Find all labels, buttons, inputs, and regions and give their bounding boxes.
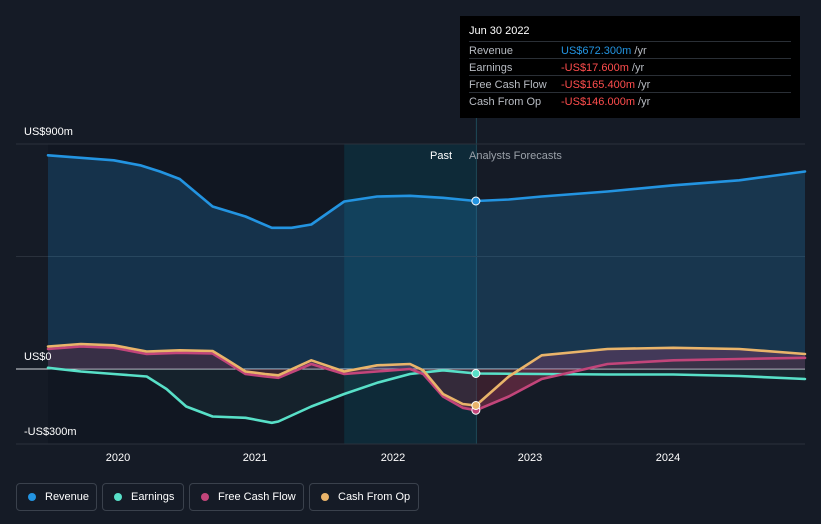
legend-label: Cash From Op	[338, 491, 411, 503]
tooltip-row-earnings: Earnings -US$17.600m /yr	[469, 58, 791, 76]
legend-revenue[interactable]: Revenue	[16, 483, 97, 511]
tooltip-label: Cash From Op	[469, 96, 542, 108]
legend-label: Revenue	[45, 491, 90, 503]
x-tick-label: 2021	[242, 452, 268, 464]
legend-label: Free Cash Flow	[218, 491, 296, 503]
tooltip-label: Earnings	[469, 62, 513, 74]
tooltip-label: Revenue	[469, 45, 514, 57]
legend-earnings[interactable]: Earnings	[102, 483, 184, 511]
chart-markers	[471, 196, 481, 415]
x-tick-label: 2023	[517, 452, 543, 464]
y-tick-label: US$900m	[24, 126, 73, 138]
revenue-dot-icon	[28, 493, 36, 501]
x-tick-label: 2024	[655, 452, 681, 464]
tooltip-label: Free Cash Flow	[469, 79, 547, 91]
cash-from-op-dot-icon	[321, 493, 329, 501]
forecast-label: Analysts Forecasts	[469, 150, 562, 162]
cash-from-op-marker	[471, 401, 481, 410]
earnings-area	[48, 367, 805, 423]
revenue-line	[46, 154, 807, 230]
tooltip-value: -US$146.000m	[561, 96, 635, 108]
legend-cash-from-op[interactable]: Cash From Op	[309, 483, 419, 511]
tooltip-value: -US$165.400m	[561, 79, 635, 91]
legend-free-cash-flow[interactable]: Free Cash Flow	[189, 483, 304, 511]
tooltip-value: -US$17.600m	[561, 62, 629, 74]
tooltip-unit: /yr	[628, 62, 645, 74]
y-tick-label: -US$300m	[24, 426, 77, 438]
legend-label: Earnings	[131, 491, 175, 503]
tooltip-row-free-cash-flow: Free Cash Flow -US$165.400m /yr	[469, 75, 791, 93]
earnings-line	[46, 366, 807, 425]
tooltip-unit: /yr	[635, 79, 651, 91]
tooltip-row-cash-from-op: Cash From Op -US$146.000m /yr	[469, 92, 791, 110]
earnings-marker	[471, 369, 481, 378]
tooltip-date: Jun 30 2022	[469, 25, 530, 37]
tooltip-unit: /yr	[631, 45, 647, 57]
y-tick-label: US$0	[24, 351, 52, 363]
tooltip-row-revenue: Revenue US$672.300m /yr	[469, 41, 791, 59]
cash-from-op-line	[46, 342, 807, 407]
highlight-line	[475, 16, 477, 444]
tooltip-value: US$672.300m	[561, 45, 632, 57]
x-tick-label: 2022	[380, 452, 406, 464]
past-label: Past	[430, 150, 453, 162]
earnings-dot-icon	[114, 493, 122, 501]
free-cash-flow-line	[46, 345, 807, 412]
free-cash-flow-dot-icon	[201, 493, 209, 501]
revenue-marker	[471, 196, 481, 206]
highlight-band	[344, 144, 476, 444]
tooltip-unit: /yr	[635, 96, 651, 108]
free-cash-flow-area	[48, 346, 805, 411]
chart-lines	[46, 154, 807, 425]
x-tick-label: 2020	[105, 452, 131, 464]
revenue-area	[48, 155, 805, 369]
tooltip: Jun 30 2022 Revenue US$672.300m /yr Earn…	[460, 16, 800, 118]
